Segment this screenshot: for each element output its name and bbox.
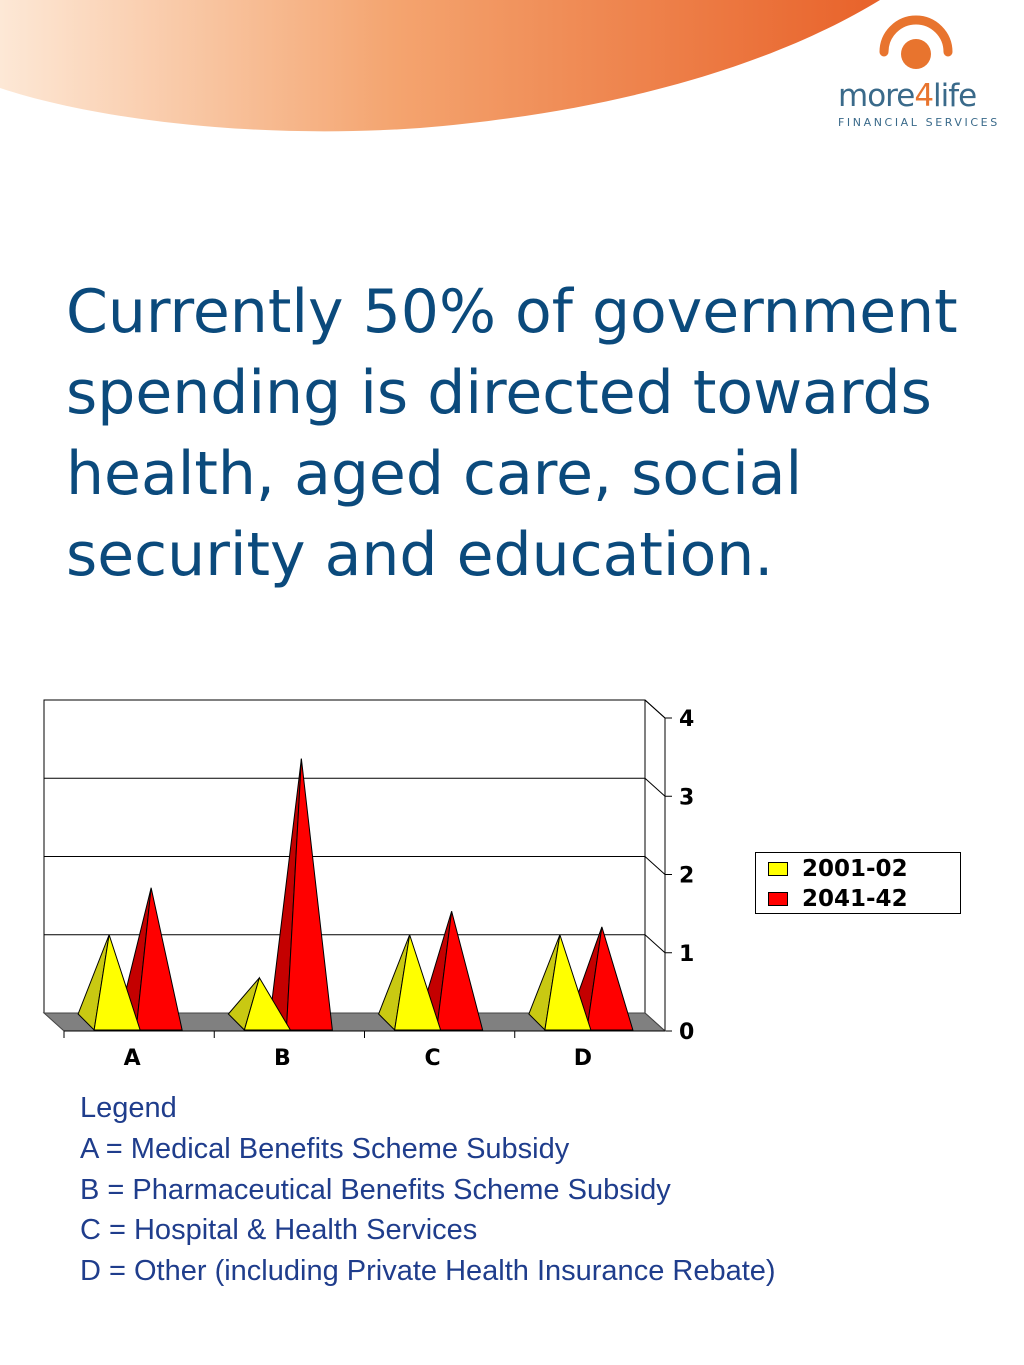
- pyramid-bar-B-2041-42: [285, 758, 333, 1031]
- y-tick-label: 4: [679, 707, 694, 732]
- x-tick-label: A: [124, 1046, 141, 1071]
- x-tick-label: C: [425, 1046, 441, 1071]
- category-key: Legend A = Medical Benefits Scheme Subsi…: [80, 1088, 980, 1292]
- y-tick-label: 3: [679, 785, 694, 810]
- pyramid-bar-D-2041-42: [586, 926, 634, 1031]
- y-tick-label: 1: [679, 942, 694, 967]
- company-logo: more4life FINANCIAL SERVICES: [830, 12, 1005, 132]
- pyramid-bar-B-2001-02: [243, 976, 292, 1031]
- y-tick-label: 0: [679, 1020, 694, 1045]
- category-key-item: D = Other (including Private Health Insu…: [80, 1255, 776, 1288]
- category-key-item: B = Pharmaceutical Benefits Scheme Subsi…: [80, 1173, 671, 1206]
- orange-ring-icon: [879, 15, 953, 69]
- chart-legend: 2001-02 2041-42: [755, 852, 961, 914]
- headline: Currently 50% of government spending is …: [66, 277, 958, 590]
- legend-item-series-1: 2001-02: [768, 856, 908, 882]
- side-wall-gridline: [644, 934, 666, 954]
- legend-label: 2001-02: [802, 856, 908, 882]
- side-wall-top-edge: [644, 699, 666, 719]
- pyramid-bar-C-2041-42: [436, 911, 484, 1031]
- logo-wordmark: more4life: [838, 78, 977, 114]
- legend-swatch-yellow: [768, 862, 788, 876]
- legend-label: 2041-42: [802, 886, 908, 912]
- x-tick-label: B: [274, 1046, 291, 1071]
- side-wall-gridline: [644, 777, 666, 797]
- category-key-item: A = Medical Benefits Scheme Subsidy: [80, 1132, 570, 1165]
- logo-tagline: FINANCIAL SERVICES: [838, 116, 1000, 129]
- side-wall-gridline: [644, 856, 666, 875]
- header-swoosh: [0, 0, 880, 132]
- legend-swatch-red: [768, 892, 788, 906]
- y-tick-label: 2: [679, 864, 694, 889]
- pyramid-bar-C-2001-02: [394, 934, 442, 1031]
- category-key-title: Legend: [80, 1092, 177, 1124]
- x-tick-label: D: [574, 1046, 592, 1071]
- legend-item-series-2: 2041-42: [768, 886, 908, 912]
- pyramid-bar-D-2001-02: [544, 934, 592, 1031]
- pyramid-bar-A-2001-02: [93, 934, 141, 1031]
- category-key-item: C = Hospital & Health Services: [80, 1214, 478, 1247]
- pyramid-bar-A-2041-42: [135, 887, 183, 1031]
- pyramid-bar-chart: 0 1 2 3 4 A B C D: [42, 699, 694, 1071]
